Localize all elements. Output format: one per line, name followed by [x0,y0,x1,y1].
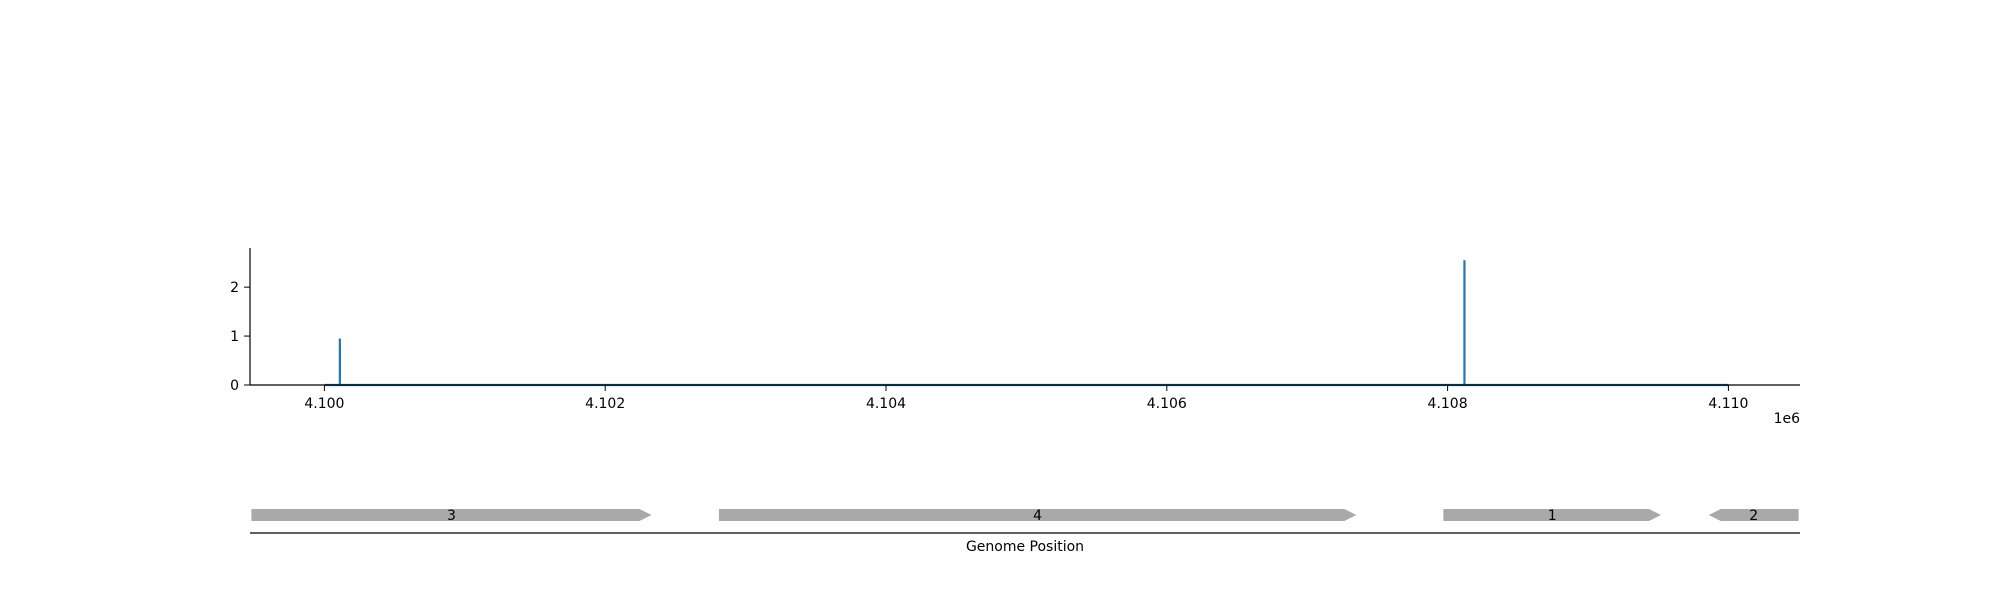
gene-layer: 3 4 1 2 [251,508,1799,524]
y-ticks: 0 1 2 [230,280,250,394]
coverage-series-line [324,260,1729,387]
y-tick-label: 1 [230,329,239,345]
gene-label: 1 [1548,508,1557,524]
y-tick-label: 0 [230,378,239,394]
gene-track: 3 4 1 2 Genome Position [250,508,1800,555]
x-tick-label: 4.106 [1147,396,1187,412]
series-layer [324,260,1729,387]
gene-arrow [718,509,1357,521]
y-tick-label: 2 [230,280,239,296]
x-tick-label: 4.104 [866,396,906,412]
x-tick-label: 4.100 [304,396,344,412]
x-tick-label: 4.110 [1708,396,1748,412]
gene-label: 4 [1033,508,1042,524]
gene-arrow [1708,509,1799,521]
x-offset-label: 1e6 [1774,411,1801,427]
gene-arrow [1443,509,1662,521]
gene-label: 3 [447,508,456,524]
gene-arrow [251,509,652,521]
gene-label: 2 [1749,508,1758,524]
x-axis-label: Genome Position [966,539,1084,555]
x-tick-label: 4.108 [1428,396,1468,412]
x-tick-label: 4.102 [585,396,625,412]
x-ticks: 4.100 4.102 4.104 4.106 4.108 4.110 [304,385,1748,412]
coverage-plot: 4.100 4.102 4.104 4.106 4.108 4.110 0 1 2 1e6 [230,248,1800,427]
